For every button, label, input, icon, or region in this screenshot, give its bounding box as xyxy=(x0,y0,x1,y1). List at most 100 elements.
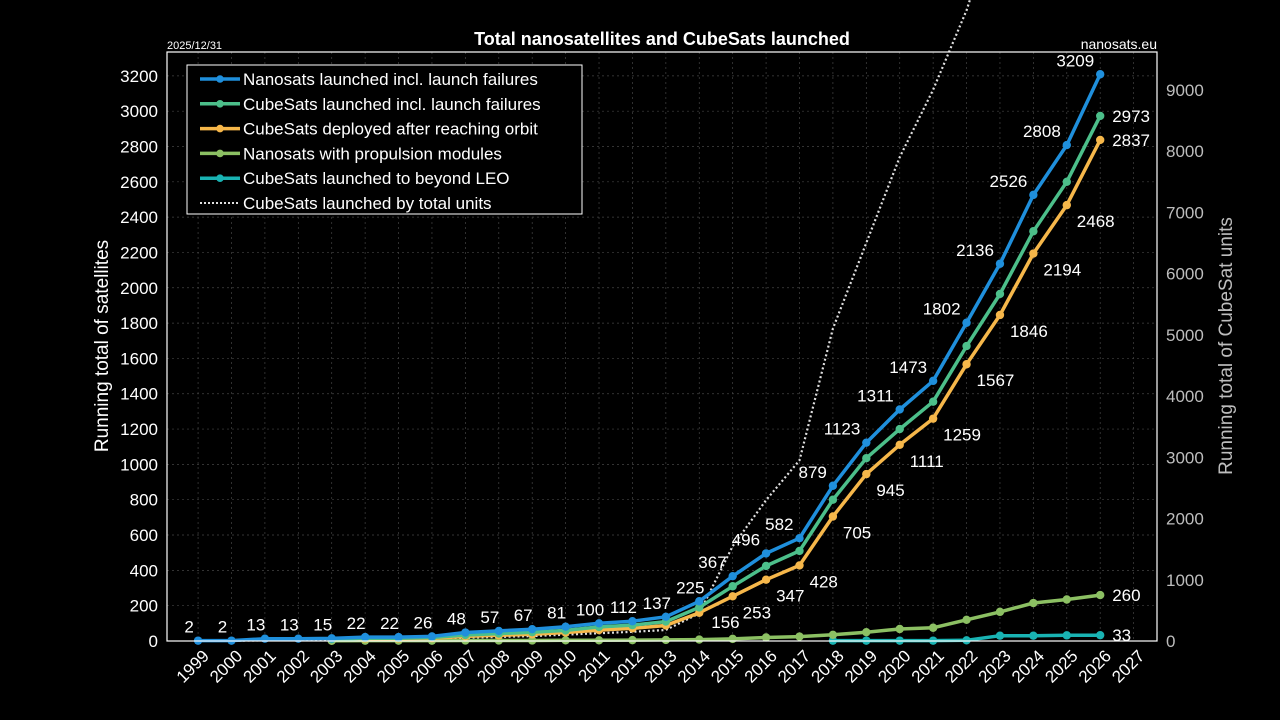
series-point-0 xyxy=(1029,190,1038,200)
legend: Nanosats launched incl. launch failures C… xyxy=(186,64,583,215)
series-point-4 xyxy=(995,631,1005,640)
series-point-3 xyxy=(594,636,604,645)
data-label: 3209 xyxy=(1056,51,1094,70)
series-point-3 xyxy=(895,624,904,634)
data-label: 367 xyxy=(698,553,726,572)
series-point-4 xyxy=(1095,630,1105,640)
series-point-1 xyxy=(1095,111,1105,121)
legend-entry-3: Nanosats with propulsion modules xyxy=(243,144,502,163)
data-label: 2808 xyxy=(1023,122,1061,141)
series-point-3 xyxy=(1095,590,1105,600)
series-point-1 xyxy=(795,546,804,556)
series-point-3 xyxy=(761,633,771,642)
data-label: 879 xyxy=(799,463,827,482)
y-axis-label: Running total of satellites xyxy=(92,240,113,452)
date-label: 2025/12/31 xyxy=(167,40,222,52)
data-label: 57 xyxy=(480,608,499,627)
legend-entry-4: CubeSats launched to beyond LEO xyxy=(243,169,510,188)
y-tick-label: 2600 xyxy=(120,173,158,192)
series-point-3 xyxy=(995,607,1005,617)
y2-tick-label: 4000 xyxy=(1166,387,1204,406)
series-point-3 xyxy=(628,635,637,645)
series-point-2 xyxy=(962,360,971,369)
series-point-4 xyxy=(1029,631,1038,640)
series-point-2 xyxy=(728,592,737,601)
legend-entry-5: CubeSats launched by total units xyxy=(243,194,492,213)
data-label: 1123 xyxy=(824,420,861,439)
series-point-1 xyxy=(995,289,1005,299)
series-point-2 xyxy=(928,414,938,423)
data-label: 582 xyxy=(765,515,793,534)
data-label: 13 xyxy=(280,616,299,635)
y2-tick-label: 1000 xyxy=(1166,571,1204,590)
y-tick-label: 3000 xyxy=(120,102,158,121)
data-label: 13 xyxy=(246,616,265,635)
data-label: 1311 xyxy=(857,386,894,405)
y-tick-label: 600 xyxy=(130,526,158,545)
legend-box xyxy=(186,64,583,215)
data-label: 945 xyxy=(876,481,904,500)
data-label: 428 xyxy=(809,572,837,591)
series-point-0 xyxy=(628,617,637,626)
y2-tick-label: 8000 xyxy=(1166,142,1204,161)
data-label: 1846 xyxy=(1010,322,1048,341)
series-point-2 xyxy=(862,469,871,479)
y-tick-label: 2200 xyxy=(120,243,158,262)
series-point-2 xyxy=(1062,200,1071,210)
data-label: 1259 xyxy=(943,426,981,445)
series-point-2 xyxy=(995,310,1005,320)
series-point-1 xyxy=(962,341,971,351)
series-point-0 xyxy=(995,259,1005,268)
series-point-3 xyxy=(928,623,938,632)
data-label: 26 xyxy=(413,613,432,632)
data-label: 2 xyxy=(218,618,227,637)
series-point-0 xyxy=(828,481,838,490)
data-label: 112 xyxy=(610,598,637,617)
series-point-1 xyxy=(761,561,771,571)
data-label: 2194 xyxy=(1043,261,1081,280)
series-point-0 xyxy=(561,622,570,631)
data-label: 22 xyxy=(380,614,399,633)
series-point-3 xyxy=(695,635,704,644)
series-point-0 xyxy=(594,619,604,628)
series-point-0 xyxy=(394,632,403,642)
series-point-0 xyxy=(661,612,671,622)
data-label: 225 xyxy=(676,578,704,597)
series-point-0 xyxy=(895,405,904,414)
data-label: 15 xyxy=(313,615,332,634)
y-tick-label: 800 xyxy=(130,491,158,510)
y-tick-label: 1000 xyxy=(120,455,158,474)
series-point-0 xyxy=(695,597,704,606)
series-point-3 xyxy=(962,615,971,625)
y2-axis-ticks: 0 1000 2000 3000 4000 5000 6000 7000 8000 9000 xyxy=(1166,81,1204,651)
y-tick-label: 1600 xyxy=(120,349,158,368)
y-tick-label: 2000 xyxy=(120,279,158,298)
data-label: 100 xyxy=(576,600,604,619)
series-point-0 xyxy=(294,634,303,643)
series-point-3 xyxy=(862,627,871,637)
series-point-3 xyxy=(1062,595,1071,604)
chart-title: Total nanosatellites and CubeSats launch… xyxy=(474,29,850,49)
series-point-2 xyxy=(761,575,771,584)
data-label: 48 xyxy=(447,610,466,629)
series-point-3 xyxy=(728,634,737,644)
source-label: nanosats.eu xyxy=(1081,36,1157,52)
series-point-0 xyxy=(427,632,437,641)
y2-tick-label: 2000 xyxy=(1166,510,1204,529)
y-tick-label: 1200 xyxy=(120,420,158,439)
y2-tick-label: 3000 xyxy=(1166,448,1204,467)
y2-tick-label: 0 xyxy=(1166,632,1175,651)
plot-frame xyxy=(166,51,1158,642)
series-point-1 xyxy=(895,424,904,434)
y-tick-label: 200 xyxy=(130,597,158,616)
legend-marker-1 xyxy=(216,100,224,108)
series-point-0 xyxy=(761,549,771,558)
y-tick-label: 1400 xyxy=(120,385,158,404)
y-tick-label: 3200 xyxy=(120,67,158,86)
legend-marker-3 xyxy=(216,149,224,158)
y-tick-label: 2800 xyxy=(120,137,158,156)
data-label: 1473 xyxy=(889,358,927,377)
data-label: 156 xyxy=(711,613,739,632)
series-point-0 xyxy=(728,571,737,581)
legend-marker-4 xyxy=(216,174,224,182)
